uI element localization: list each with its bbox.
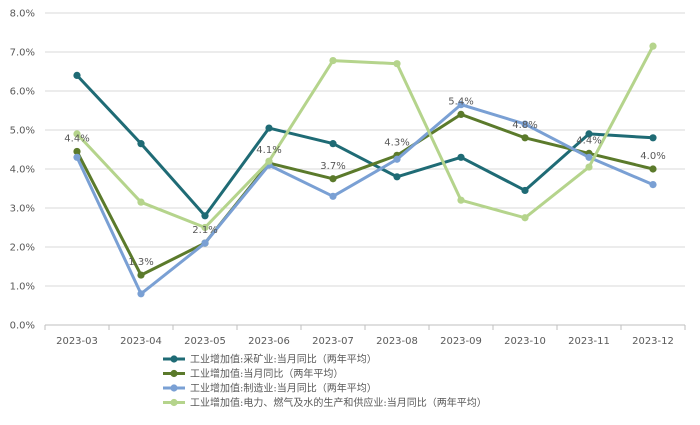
data-point — [329, 56, 337, 65]
data-point — [201, 212, 209, 220]
data-point — [521, 214, 529, 222]
legend-item: 工业增加值:制造业:当月同比（两年平均） — [163, 382, 377, 395]
legend: 工业增加值:采矿业:当月同比（两年平均）工业增加值:当月同比（两年平均） 工业增加… — [163, 353, 487, 409]
y-axis: 0.0% 1.0% 2.0% 3.0% 4.0% 5.0% 6.0% 7.0% 8.0% — [10, 9, 35, 332]
data-label: 4.1% — [256, 145, 281, 156]
data-label: 4.4% — [576, 135, 601, 146]
y-tick-label: 4.0% — [10, 165, 35, 176]
data-point — [521, 186, 529, 195]
data-point — [137, 140, 145, 148]
x-tick-label: 2023-04 — [120, 336, 162, 347]
data-point — [457, 110, 465, 118]
series-3 — [73, 101, 657, 298]
data-point — [73, 153, 81, 161]
data-point — [457, 153, 465, 161]
data-point — [649, 134, 657, 142]
data-point — [73, 71, 81, 79]
legend-label: 工业增加值:采矿业:当月同比（两年平均） — [190, 353, 377, 366]
series-line — [75, 103, 655, 296]
series-4 — [73, 42, 657, 232]
data-labels: 4.4% 1.3% 2.1% 4.1% 3.7% 4.3% 5.4% 4.8% 4.4% 4.0% — [64, 96, 665, 268]
x-tick-label: 2023-11 — [568, 336, 610, 347]
data-point — [649, 42, 657, 50]
x-tick-label: 2023-12 — [632, 336, 674, 347]
y-tick-label: 1.0% — [10, 282, 35, 293]
data-point — [393, 60, 401, 68]
data-point — [329, 175, 337, 183]
series-line — [75, 112, 655, 277]
x-tick-label: 2023-07 — [312, 336, 354, 347]
data-point — [393, 173, 401, 181]
data-point — [329, 192, 337, 200]
x-tick-label: 2023-10 — [504, 336, 546, 347]
series-2 — [73, 110, 657, 279]
data-point — [393, 155, 401, 163]
y-tick-label: 3.0% — [10, 204, 35, 215]
data-point — [457, 101, 465, 109]
data-point — [73, 147, 81, 156]
y-tick-label: 6.0% — [10, 87, 35, 98]
data-point — [73, 130, 81, 138]
x-tick-label: 2023-03 — [56, 336, 98, 347]
data-point — [649, 181, 657, 189]
data-point — [585, 163, 593, 171]
data-point — [521, 134, 529, 142]
series-line — [75, 44, 655, 229]
legend-swatch-marker — [170, 384, 178, 392]
y-tick-label: 2.0% — [10, 243, 35, 254]
data-point — [265, 124, 273, 132]
legend-item: 工业增加值:电力、燃气及水的生产和供应业:当月同比（两年平均） — [163, 396, 487, 409]
data-label: 2.1% — [192, 225, 217, 236]
y-tick-label: 5.0% — [10, 126, 35, 137]
x-tick-label: 2023-05 — [184, 336, 226, 347]
data-label: 4.0% — [640, 151, 665, 162]
data-point — [137, 290, 145, 298]
data-label: 3.7% — [320, 161, 345, 172]
data-point — [521, 120, 529, 128]
data-point — [649, 165, 657, 173]
data-label: 4.8% — [512, 120, 537, 131]
data-label: 1.3% — [128, 257, 153, 268]
x-axis: 2023-03 2023-04 2023-05 2023-06 2023-07 2023-… — [44, 325, 686, 347]
legend-label: 工业增加值:电力、燃气及水的生产和供应业:当月同比（两年平均） — [190, 396, 487, 409]
data-point — [137, 271, 145, 279]
x-tick-label: 2023-09 — [440, 336, 482, 347]
data-point — [457, 196, 465, 204]
data-point — [329, 140, 337, 148]
data-label: 4.3% — [384, 137, 409, 148]
y-tick-label: 0.0% — [10, 321, 35, 332]
data-point — [137, 198, 145, 206]
series-line — [75, 73, 655, 218]
data-label: 5.4% — [448, 96, 473, 107]
legend-item: 工业增加值:采矿业:当月同比（两年平均） — [163, 353, 377, 366]
series-lines — [73, 42, 657, 298]
data-label: 4.4% — [64, 133, 89, 144]
data-point — [201, 239, 209, 247]
legend-label: 工业增加值:当月同比（两年平均） — [190, 367, 343, 380]
x-tick-label: 2023-06 — [248, 336, 290, 347]
legend-swatch-marker — [170, 398, 178, 407]
legend-label: 工业增加值:制造业:当月同比（两年平均） — [190, 382, 377, 395]
data-point — [201, 223, 209, 232]
data-point — [585, 153, 593, 161]
legend-swatch-marker — [170, 355, 178, 363]
x-tick-label: 2023-08 — [376, 336, 418, 347]
legend-item: 工业增加值:当月同比（两年平均） — [163, 367, 343, 380]
series-1 — [73, 71, 657, 220]
y-tick-label: 7.0% — [10, 48, 35, 59]
data-point — [585, 130, 593, 138]
y-tick-label: 8.0% — [10, 9, 35, 20]
legend-swatch-marker — [170, 369, 178, 378]
data-point — [265, 157, 273, 165]
